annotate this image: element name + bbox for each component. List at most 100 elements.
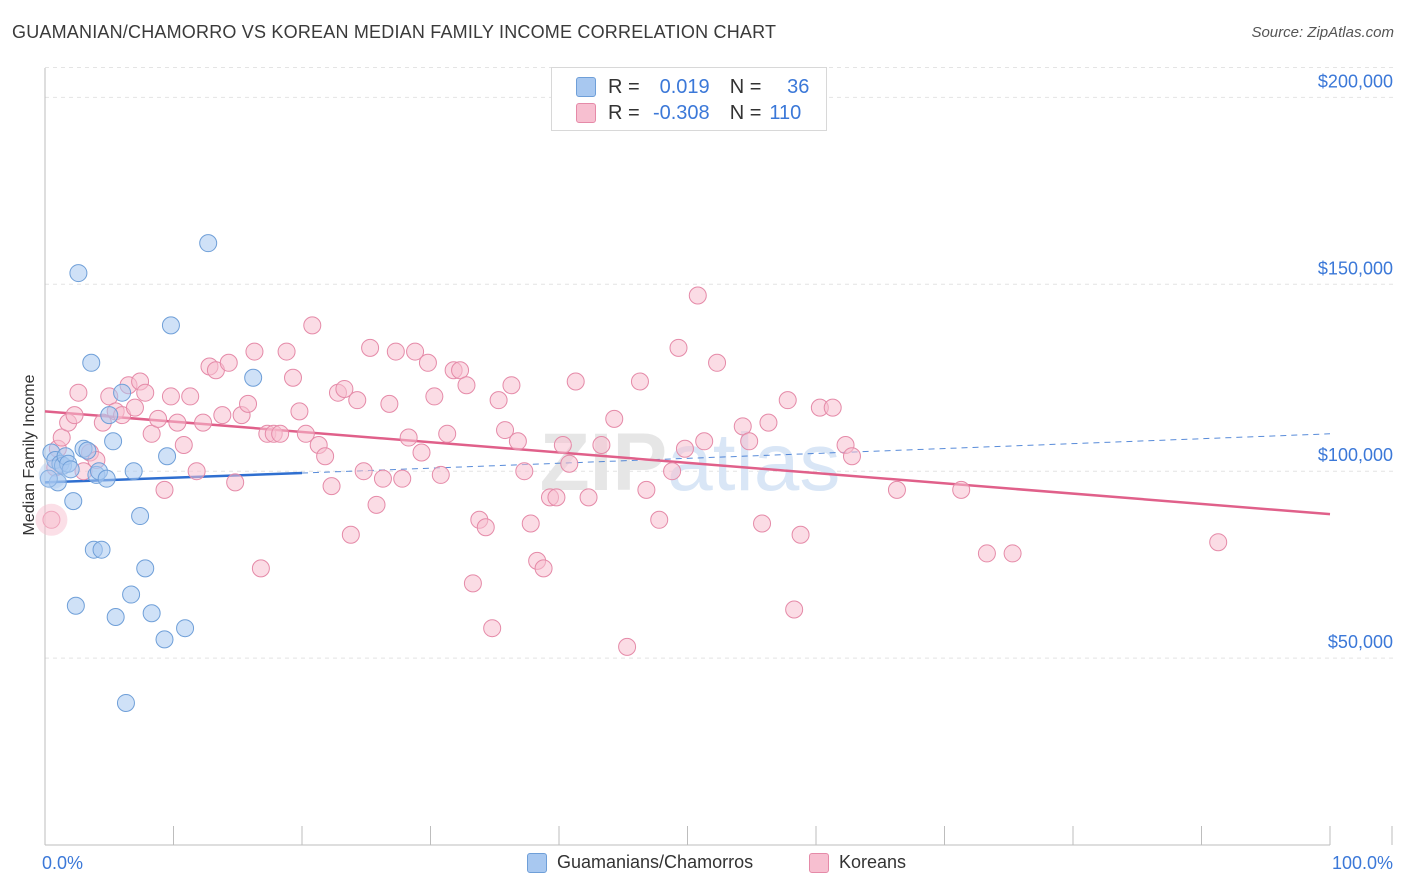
point-korean [354,462,373,481]
point-korean [271,424,290,443]
point-korean [431,465,450,484]
point-korean [675,439,694,458]
point-korean [303,316,322,335]
point-korean [149,409,168,428]
point-guamanian [78,441,97,460]
point-korean [579,488,598,507]
point-korean [688,286,707,305]
point-guamanian [69,264,88,283]
point-korean [759,413,778,432]
point-korean [489,391,508,410]
point-guamanian [82,353,101,372]
trend-lines [44,410,1331,516]
point-guamanian [39,469,58,488]
point-korean [547,488,566,507]
data-points [35,234,1228,712]
point-korean [618,637,637,656]
point-korean [213,406,232,425]
chart-title: GUAMANIAN/CHAMORRO VS KOREAN MEDIAN FAMI… [12,22,777,42]
point-korean [463,574,482,593]
legend-r-value: -0.308 [652,101,710,124]
point-korean [367,495,386,514]
point-korean [373,469,392,488]
point-korean [226,473,245,492]
point-korean [322,477,341,496]
point-korean [740,432,759,451]
point-korean [412,443,431,462]
point-korean [637,480,656,499]
point-korean [663,462,682,481]
trend-line-korean [44,410,1331,516]
point-korean [508,432,527,451]
point-guamanian [124,462,143,481]
point-guamanian [136,559,155,578]
point-korean [425,387,444,406]
point-guamanian [244,368,263,387]
legend-row-korean: R = -0.308 N = 110 [576,101,801,125]
point-korean [361,338,380,357]
point-guamanian [199,234,218,253]
point-korean [952,480,971,499]
point-korean [341,525,360,544]
trend-line-guamanian [44,471,303,484]
point-guamanian [106,607,125,626]
point-korean [695,432,714,451]
point-korean [406,342,425,361]
point-korean [669,338,688,357]
legend-item-korean: Koreans [809,852,906,873]
point-guamanian [92,540,111,559]
point-korean [239,394,258,413]
point-korean [174,436,193,455]
point-korean [348,391,367,410]
point-korean [592,436,611,455]
y-axis-label: Median Family Income [21,374,38,535]
point-guamanian [61,460,80,479]
legend-n-value: 36 [787,75,810,98]
point-korean [496,421,515,440]
point-korean [560,454,579,473]
point-korean [605,409,624,428]
point-korean [219,353,238,372]
legend-n-value: 110 [769,101,802,124]
point-korean [168,413,187,432]
point-korean [438,424,457,443]
point-korean [823,398,842,417]
point-korean [386,342,405,361]
point-korean [842,447,861,466]
point-korean [451,361,470,380]
point-korean [483,619,502,638]
point-korean [125,398,144,417]
point-guamanian [113,383,132,402]
point-korean [502,376,521,395]
point-korean [534,559,553,578]
point-korean [399,428,418,447]
legend-n-label: N = [729,101,762,124]
source-label: Source: ZipAtlas.com [1251,24,1394,41]
point-korean [778,391,797,410]
point-guamanian [131,507,150,526]
legend-item-guamanian: Guamanians/Chamorros [527,852,753,873]
point-korean [335,379,354,398]
legend-swatch-guamanian [527,852,547,873]
point-korean [791,525,810,544]
point-guamanian [158,447,177,466]
point-korean [284,368,303,387]
legend-r-value: 0.019 [659,75,710,98]
legend-r-label: R = [608,75,640,98]
point-korean [69,383,88,402]
point-guamanian [122,585,141,604]
point-korean [161,387,180,406]
y-tick-label: $50,000 [1328,632,1393,652]
point-guamanian [155,630,174,649]
point-korean [977,544,996,563]
point-korean [753,514,772,533]
point-guamanian [66,596,85,615]
point-korean [457,376,476,395]
point-korean [316,447,335,466]
point-guamanian [116,693,135,712]
point-korean [785,600,804,619]
point-guamanian [161,316,180,335]
point-korean [708,353,727,372]
point-korean [380,394,399,413]
